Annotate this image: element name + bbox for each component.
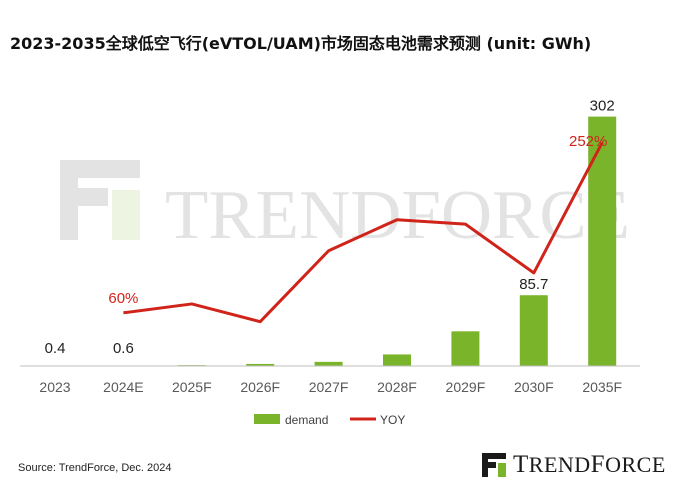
legend-demand-label: demand: [285, 413, 328, 427]
x-tick-2025F: 2025F: [172, 379, 212, 395]
demand-bar-2027F: [314, 361, 343, 366]
data-label-yoy-8: 252%: [569, 133, 607, 150]
brand-logo: TRENDFORCE: [480, 448, 680, 480]
x-tick-2026F: 2026F: [240, 379, 280, 395]
x-tick-2023: 2023: [39, 379, 70, 395]
chart-title: 2023-2035全球低空飞行(eVTOL/UAM)市场固态电池需求预测 (un…: [10, 34, 592, 53]
source-note: Source: TrendForce, Dec. 2024: [18, 462, 172, 474]
legend: demand YOY: [254, 413, 405, 427]
x-tick-2030F: 2030F: [514, 379, 554, 395]
x-tick-2028F: 2028F: [377, 379, 417, 395]
trendforce-logo-icon: [482, 453, 506, 477]
x-tick-2029F: 2029F: [446, 379, 486, 395]
data-labels: 0.4 0.6 85.7 302 60% 252%: [45, 98, 615, 357]
legend-yoy-label: YOY: [380, 413, 405, 427]
demand-bar-2029F: [451, 331, 480, 366]
demand-bar-2035F: [588, 116, 617, 367]
demand-bar-2030F: [519, 295, 548, 366]
data-label-yoy-1: 60%: [108, 290, 138, 307]
data-label-demand-1: 0.6: [113, 340, 134, 357]
data-label-demand-8: 302: [590, 98, 615, 115]
x-tick-2024E: 2024E: [103, 379, 143, 395]
x-tick-labels: 2023 2024E 2025F 2026F 2027F 2028F 2029F 2030F 2…: [39, 379, 622, 395]
demand-bar-2026F: [246, 363, 275, 366]
watermark-text: TRENDFORCE: [165, 177, 630, 254]
x-tick-2027F: 2027F: [309, 379, 349, 395]
data-label-demand-0: 0.4: [45, 340, 66, 357]
legend-demand-swatch: [254, 414, 280, 424]
yoy-line: [123, 141, 604, 324]
yoy-line-layer: [123, 141, 604, 324]
brand-name: TRENDFORCE: [513, 451, 666, 478]
x-tick-2035F: 2035F: [582, 379, 622, 395]
demand-bar-2028F: [383, 354, 411, 366]
watermark: TRENDFORCE: [60, 160, 630, 254]
data-label-demand-7: 85.7: [519, 276, 548, 293]
